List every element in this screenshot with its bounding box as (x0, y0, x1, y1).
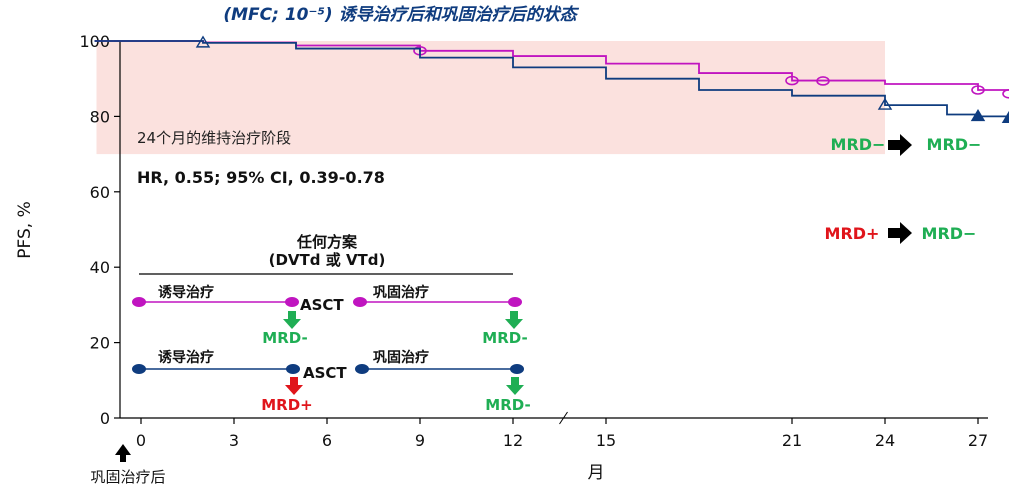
x-axis-label: 月 (588, 463, 605, 483)
censor-mark (1001, 110, 1009, 123)
x-tick-label: 12 (503, 431, 523, 450)
timeline-node (508, 297, 522, 307)
arrow-down-icon (283, 311, 301, 329)
consolidation-label: 巩固治疗 (373, 349, 429, 366)
x-ticks: 03691215212427303336394245485154 (136, 411, 988, 450)
maintenance-band-label: 24个月的维持治疗阶段 (137, 129, 291, 147)
induction-label: 诱导治疗 (158, 349, 214, 366)
timeline-node (286, 364, 300, 374)
x-tick-label: 3 (229, 431, 239, 450)
treatment-legend: 任何方案 (DVTd 或 VTd) 诱导治疗 ASCT 巩固治疗 MRD- MR… (132, 233, 531, 414)
start-marker-label: 巩固治疗后 (90, 468, 165, 486)
x-tick-label: 21 (782, 431, 802, 450)
induction-label: 诱导治疗 (158, 284, 214, 301)
end-label-from: MRD− (831, 135, 886, 154)
y-tick-label: 60 (90, 183, 110, 202)
censor-mark (971, 85, 985, 95)
survival-curve (94, 40, 1009, 118)
arrow-right-icon (888, 222, 912, 244)
status-after-induction: MRD+ (261, 396, 313, 414)
end-label-to: MRD− (922, 224, 977, 243)
timeline-node (132, 364, 146, 374)
asct-label: ASCT (303, 364, 347, 382)
status-after-consolidation: MRD- (485, 396, 530, 414)
start-arrow-icon (115, 444, 131, 462)
hazard-ratio-text: HR, 0.55; 95% CI, 0.39-0.78 (137, 168, 385, 187)
x-tick-label: 9 (415, 431, 425, 450)
arrow-down-icon (505, 311, 523, 329)
legend-row-blue: 诱导治疗 ASCT 巩固治疗 MRD+ MRD- (132, 349, 531, 414)
end-label-from: MRD+ (825, 224, 880, 243)
x-tick-label: 27 (968, 431, 988, 450)
censor-mark (816, 76, 830, 86)
x-tick-label: 15 (596, 431, 616, 450)
legend-title-line1: 任何方案 (296, 233, 358, 251)
y-tick-label: 20 (90, 334, 110, 353)
status-after-induction: MRD- (262, 329, 307, 347)
arrow-down-icon (285, 377, 303, 395)
censor-mark (877, 97, 893, 110)
timeline-node (510, 364, 524, 374)
end-label-to: MRD− (927, 135, 982, 154)
x-tick-label: 0 (136, 431, 146, 450)
legend-row-magenta: 诱导治疗 ASCT 巩固治疗 MRD- MRD- (132, 284, 528, 347)
consolidation-label: 巩固治疗 (373, 284, 429, 301)
maintenance-band (96, 41, 885, 155)
end-label-blue: MRD+ MRD− (825, 222, 977, 244)
y-axis-label: PFS, % (15, 201, 35, 258)
timeline-node (132, 297, 146, 307)
x-tick-label: 24 (875, 431, 895, 450)
axis-break (559, 411, 568, 425)
censor-mark (970, 109, 986, 122)
legend-title-line2: (DVTd 或 VTd) (269, 251, 386, 269)
y-tick-label: 0 (100, 409, 110, 428)
timeline-node (353, 297, 367, 307)
censor-mark (785, 75, 799, 86)
arrow-down-icon (506, 377, 524, 395)
status-after-consolidation: MRD- (482, 329, 527, 347)
x-tick-label: 6 (322, 431, 332, 450)
timeline-node (355, 364, 369, 374)
censor-mark (1002, 88, 1009, 99)
km-series-blue (94, 35, 1009, 123)
y-tick-label: 80 (90, 107, 110, 126)
arrow-right-icon (888, 134, 912, 156)
end-label-magenta: MRD− MRD− (831, 134, 982, 156)
km-curves (94, 35, 1009, 123)
censor-mark (195, 35, 211, 48)
timeline-node (285, 297, 299, 307)
asct-label: ASCT (300, 296, 344, 314)
y-tick-label: 40 (90, 258, 110, 277)
chart-title: (MFC; 10⁻⁵) 诱导治疗后和巩固治疗后的状态 (223, 5, 579, 25)
survival-curve (94, 40, 1009, 91)
